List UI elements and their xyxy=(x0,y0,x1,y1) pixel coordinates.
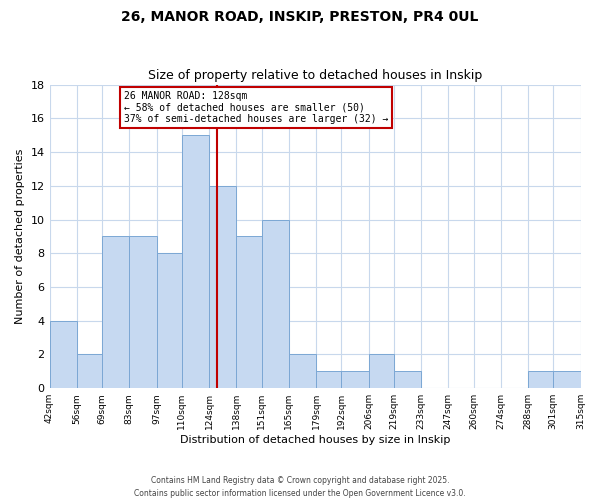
Text: Contains HM Land Registry data © Crown copyright and database right 2025.
Contai: Contains HM Land Registry data © Crown c… xyxy=(134,476,466,498)
Bar xyxy=(129,236,157,388)
Bar xyxy=(289,354,316,388)
Bar xyxy=(316,372,341,388)
Y-axis label: Number of detached properties: Number of detached properties xyxy=(15,148,25,324)
Bar xyxy=(182,135,209,388)
Bar xyxy=(528,372,553,388)
Bar xyxy=(50,320,77,388)
Bar xyxy=(157,254,182,388)
X-axis label: Distribution of detached houses by size in Inskip: Distribution of detached houses by size … xyxy=(180,435,450,445)
Bar xyxy=(209,186,236,388)
Text: 26 MANOR ROAD: 128sqm
← 58% of detached houses are smaller (50)
37% of semi-deta: 26 MANOR ROAD: 128sqm ← 58% of detached … xyxy=(124,90,388,124)
Bar xyxy=(77,354,102,388)
Title: Size of property relative to detached houses in Inskip: Size of property relative to detached ho… xyxy=(148,69,482,82)
Bar xyxy=(262,220,289,388)
Bar xyxy=(236,236,262,388)
Bar xyxy=(553,372,581,388)
Bar xyxy=(368,354,394,388)
Text: 26, MANOR ROAD, INSKIP, PRESTON, PR4 0UL: 26, MANOR ROAD, INSKIP, PRESTON, PR4 0UL xyxy=(121,10,479,24)
Bar xyxy=(102,236,129,388)
Bar xyxy=(341,372,368,388)
Bar xyxy=(394,372,421,388)
